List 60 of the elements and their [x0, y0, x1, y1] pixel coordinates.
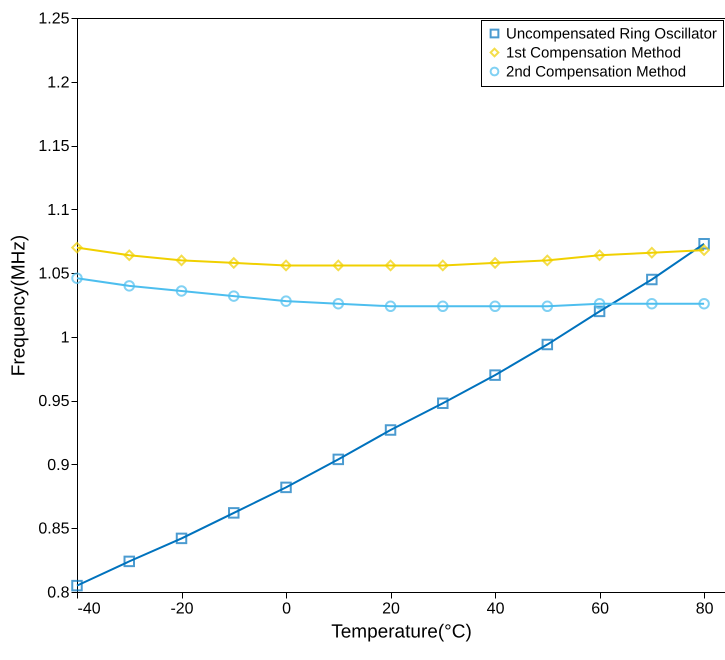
y-tick-label: 1.1	[47, 202, 70, 219]
y-tick-label: 0.8	[47, 584, 70, 602]
point	[646, 274, 658, 286]
point	[542, 300, 554, 312]
point	[698, 298, 710, 310]
point	[228, 257, 240, 269]
legend-label: 2nd Compensation Method	[506, 64, 686, 80]
point	[280, 260, 292, 272]
point	[124, 556, 135, 568]
y-tick-label: 0.95	[38, 393, 70, 410]
x-tick-label: -20	[170, 600, 194, 618]
point	[228, 507, 240, 519]
point	[489, 257, 501, 269]
y-tick-label: 1.25	[38, 10, 70, 28]
point	[176, 254, 188, 266]
x-tick-label: 80	[696, 600, 714, 618]
x-tick-label: -40	[78, 600, 101, 618]
x-tick-label: 0	[282, 600, 292, 618]
point	[280, 295, 292, 307]
point	[698, 244, 710, 256]
point	[594, 298, 606, 310]
x-tick-label: 60	[591, 600, 610, 618]
point	[594, 250, 606, 261]
point	[384, 300, 396, 312]
point	[124, 280, 135, 292]
legend-label: 1st Compensation Method	[506, 44, 682, 62]
y-tick-label: 1.05	[38, 266, 70, 283]
y-tick-label: 1.2	[47, 74, 70, 92]
point	[332, 454, 344, 466]
point	[437, 300, 449, 312]
point	[332, 298, 344, 310]
point	[489, 369, 501, 381]
point	[698, 238, 710, 250]
point	[71, 242, 83, 254]
point	[489, 300, 501, 312]
y-tick-label: 1.15	[38, 138, 70, 156]
point	[437, 397, 449, 409]
point	[280, 482, 292, 494]
point	[594, 306, 606, 318]
x-tick-label: 20	[382, 600, 400, 618]
point	[384, 424, 396, 436]
point	[332, 260, 344, 272]
point	[542, 254, 554, 266]
point	[646, 246, 658, 258]
y-tick-label: 0.85	[38, 520, 70, 538]
x-axis-title: Temperature(°C)	[331, 622, 472, 642]
point	[71, 272, 83, 284]
y-tick-label: 0.9	[47, 456, 70, 474]
x-tick-label: 40	[486, 600, 505, 618]
point	[646, 298, 658, 310]
point	[124, 250, 135, 261]
point	[176, 532, 188, 544]
point	[542, 338, 554, 350]
y-tick-label: 1	[60, 329, 70, 346]
point	[228, 290, 240, 302]
y-axis-title: Frequency(MHz)	[8, 234, 30, 376]
point	[384, 260, 396, 272]
point	[437, 260, 449, 272]
point	[176, 285, 188, 297]
legend-label: Uncompensated Ring Oscillator	[506, 26, 717, 42]
